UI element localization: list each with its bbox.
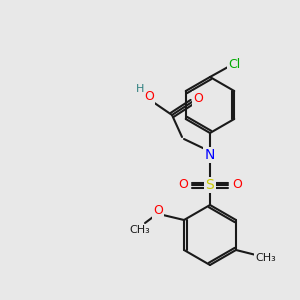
Text: CH₃: CH₃ [256, 253, 276, 263]
Text: CH₃: CH₃ [130, 225, 150, 235]
Text: O: O [153, 205, 163, 218]
Text: S: S [206, 178, 214, 192]
Text: O: O [232, 178, 242, 191]
Text: N: N [205, 148, 215, 162]
Text: O: O [144, 91, 154, 103]
Text: O: O [193, 92, 203, 106]
Text: O: O [178, 178, 188, 191]
Text: H: H [136, 84, 144, 94]
Text: Cl: Cl [228, 58, 240, 70]
